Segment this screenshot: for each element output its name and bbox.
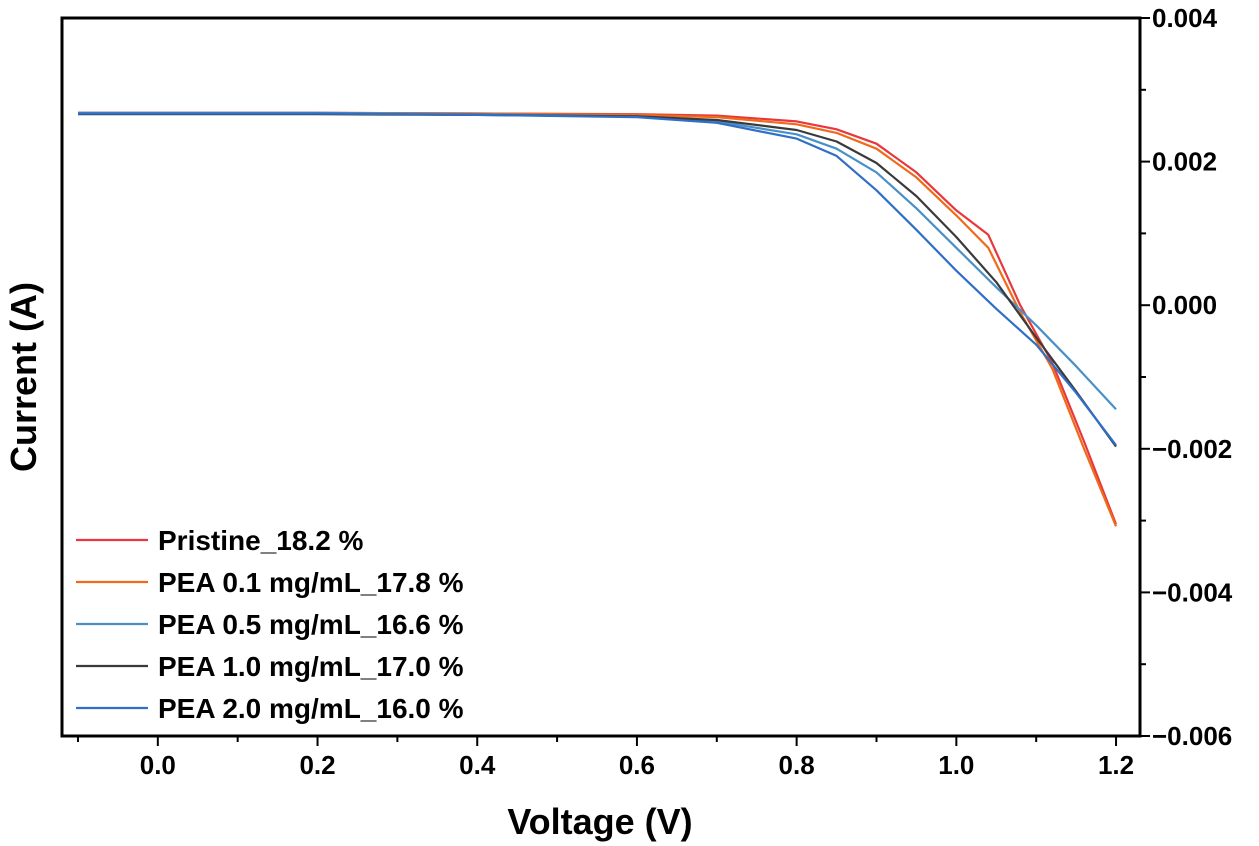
x-axis-title: Voltage (V) [507, 801, 692, 842]
legend-label: PEA 1.0 mg/mL_17.0 % [158, 651, 464, 682]
x-tick-label: 0.8 [779, 750, 815, 780]
x-tick-label: 0.4 [459, 750, 496, 780]
y-tick-label: −0.006 [1152, 721, 1232, 751]
legend-label: Pristine_18.2 % [158, 525, 364, 556]
x-tick-label: 1.2 [1098, 750, 1134, 780]
x-axis-ticks: 0.0 0.2 0.4 0.6 0.8 1.0 1.2 [76, 736, 1134, 780]
y-tick-label: 0.004 [1152, 3, 1218, 33]
legend-label: PEA 0.5 mg/mL_16.6 % [158, 609, 464, 640]
x-tick-label: 0.6 [619, 750, 655, 780]
series-line-5 [78, 112, 1117, 446]
legend-label: PEA 0.1 mg/mL_17.8 % [158, 567, 464, 598]
y-tick-label: 0.000 [1152, 290, 1217, 320]
x-tick-label: 0.0 [140, 750, 176, 780]
x-tick-label: 0.2 [299, 750, 335, 780]
x-tick-label: 1.0 [938, 750, 974, 780]
series-lines [78, 111, 1118, 527]
y-tick-label: −0.002 [1152, 434, 1232, 464]
y-axis-title: Current (A) [3, 282, 44, 472]
legend-label: PEA 2.0 mg/mL_16.0 % [158, 693, 464, 724]
y-tick-label: −0.004 [1152, 577, 1233, 607]
y-axis-ticks: 0.004 0.002 0.000 −0.002 −0.004 −0.006 [1140, 3, 1233, 751]
y-tick-label: 0.002 [1152, 147, 1217, 177]
legend: Pristine_18.2 % PEA 0.1 mg/mL_17.8 % PEA 0… [76, 525, 464, 724]
